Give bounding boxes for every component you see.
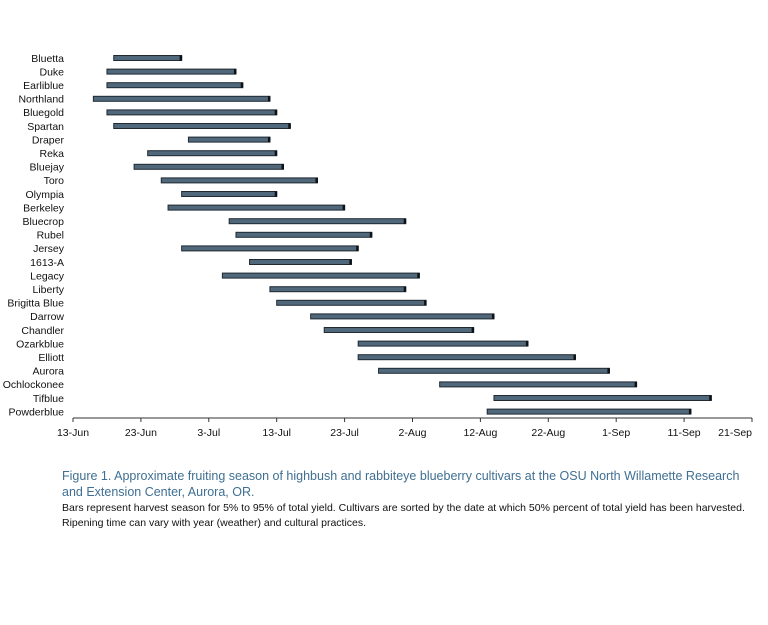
- harvest-bar-end-marker: [267, 96, 271, 102]
- harvest-bar-end-marker: [274, 191, 278, 197]
- harvest-bar-end-marker: [573, 354, 576, 360]
- cultivar-label: Bluecrop: [23, 216, 65, 228]
- cultivar-label: Duke: [39, 66, 64, 78]
- harvest-bar-end-marker: [240, 82, 244, 88]
- harvest-bar-end-marker: [274, 109, 278, 115]
- cultivar-label: Spartan: [27, 121, 64, 133]
- harvest-bar-end-marker: [424, 300, 427, 306]
- cultivar-label: Reka: [39, 148, 64, 160]
- harvest-bar: [113, 123, 291, 129]
- harvest-bar-end-marker: [417, 273, 420, 279]
- figure-caption-note: Bars represent harvest season for 5% to …: [62, 502, 745, 529]
- x-tick-label: 1-Sep: [602, 427, 630, 439]
- harvest-bar-end-marker: [634, 381, 638, 387]
- cultivar-label: Aurora: [32, 366, 64, 378]
- cultivar-label: 1613-A: [30, 257, 64, 269]
- harvest-bars: [92, 55, 712, 415]
- harvest-bar: [181, 245, 359, 252]
- harvest-bar: [92, 95, 271, 102]
- cultivar-label: Jersey: [33, 243, 65, 255]
- cultivar-label: Liberty: [32, 284, 64, 296]
- x-tick-label: 13-Jun: [57, 427, 89, 439]
- harvest-bar-end-marker: [403, 218, 407, 224]
- harvest-bar: [181, 191, 278, 197]
- harvest-bar: [439, 381, 638, 388]
- harvest-bar: [167, 204, 346, 211]
- x-tick-label: 22-Aug: [531, 427, 565, 439]
- harvest-bar: [378, 367, 610, 374]
- x-axis-ticks: 13-Jun 23-Jun 3-Jul 13-Jul 23-Jul 2-Aug 12-Aug…: [57, 418, 753, 439]
- cultivar-label: Powderblue: [9, 406, 65, 418]
- figure-caption-title: Figure 1. Approximate fruiting season of…: [62, 469, 740, 499]
- harvest-bar: [221, 272, 420, 279]
- harvest-bar: [160, 177, 318, 184]
- harvest-bar: [493, 395, 712, 401]
- cultivar-label: Tifblue: [33, 393, 64, 405]
- cultivar-label: Chandler: [21, 325, 64, 337]
- x-tick-label: 21-Sep: [718, 427, 752, 439]
- cultivar-label: Ozarkblue: [16, 338, 64, 350]
- harvest-bar: [106, 109, 278, 116]
- harvest-bar-end-marker: [607, 368, 610, 374]
- harvest-bar-end-marker: [288, 123, 291, 129]
- harvest-bar: [235, 231, 373, 238]
- harvest-bar-end-marker: [471, 327, 475, 333]
- cultivar-label: Bluejay: [30, 162, 65, 174]
- x-tick-label: 2-Aug: [398, 427, 426, 439]
- harvest-bar: [133, 163, 284, 170]
- harvest-bar: [269, 286, 407, 293]
- harvest-bar-end-marker: [179, 55, 183, 61]
- harvest-bar-end-marker: [491, 313, 495, 319]
- harvest-bar: [310, 313, 495, 320]
- x-tick-label: 23-Jun: [125, 427, 157, 439]
- x-tick-label: 12-Aug: [463, 427, 497, 439]
- harvest-bar: [357, 354, 576, 361]
- harvest-bar: [276, 299, 427, 306]
- harvest-bar-end-marker: [369, 232, 373, 238]
- harvest-bar: [323, 327, 475, 333]
- harvest-bar-end-marker: [403, 286, 407, 292]
- harvest-bar-end-marker: [281, 164, 284, 170]
- harvest-bar-end-marker: [315, 177, 318, 183]
- cultivar-label: Berkeley: [23, 202, 65, 214]
- x-tick-label: 11-Sep: [668, 427, 701, 439]
- harvest-bar-end-marker: [267, 137, 271, 143]
- harvest-bar-end-marker: [274, 150, 278, 156]
- harvest-bar: [113, 55, 183, 61]
- x-tick-label: 13-Jul: [262, 427, 291, 439]
- harvest-bar: [486, 408, 692, 415]
- harvest-bar-end-marker: [349, 259, 352, 265]
- harvest-bar-end-marker: [342, 205, 346, 211]
- harvest-bar: [228, 218, 407, 225]
- cultivar-label: Toro: [44, 175, 65, 187]
- cultivar-label: Rubel: [37, 230, 64, 242]
- cultivar-label: Olympia: [25, 189, 64, 201]
- cultivar-label: Earliblue: [23, 80, 64, 92]
- harvest-bar: [187, 136, 271, 143]
- cultivar-label: Ochlockonee: [3, 379, 64, 391]
- harvest-bar: [249, 259, 352, 265]
- cultivar-label: Bluetta: [31, 53, 64, 65]
- cultivar-label: Northland: [18, 94, 64, 106]
- cultivar-label: Legacy: [30, 270, 65, 282]
- harvest-bar-end-marker: [709, 395, 712, 401]
- harvest-bar-end-marker: [233, 69, 237, 75]
- x-tick-label: 23-Jul: [330, 427, 359, 439]
- harvest-bar-end-marker: [688, 409, 692, 415]
- cultivar-label: Elliott: [38, 352, 64, 364]
- harvest-bar: [357, 340, 529, 347]
- harvest-bar: [106, 68, 237, 75]
- cultivar-label: Bluegold: [23, 107, 64, 119]
- harvest-bar-end-marker: [356, 245, 359, 251]
- cultivar-label: Draper: [32, 134, 65, 146]
- harvest-bar: [106, 82, 244, 89]
- harvest-bar-end-marker: [525, 341, 529, 347]
- x-tick-label: 3-Jul: [197, 427, 220, 439]
- harvest-bar: [147, 150, 278, 157]
- cultivar-label: Brigitta Blue: [7, 298, 64, 310]
- cultivar-label: Darrow: [30, 311, 64, 323]
